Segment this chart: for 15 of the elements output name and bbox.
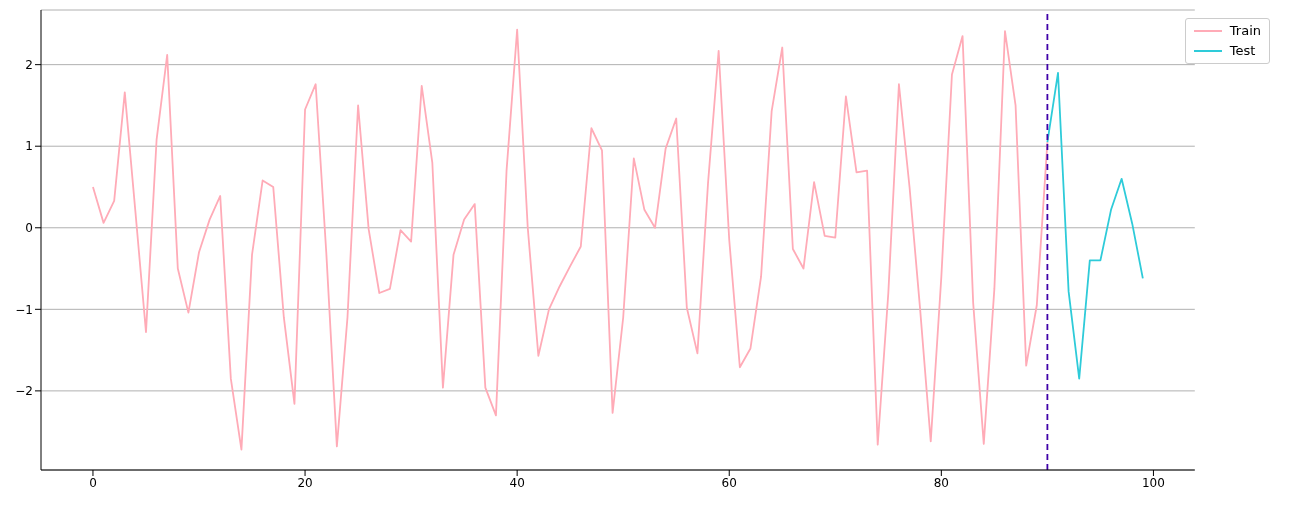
y-tick-label: 0 (25, 221, 33, 236)
x-tick-label: 20 (297, 475, 313, 490)
y-tick-label: 2 (25, 57, 33, 72)
x-tick-label: 80 (933, 475, 949, 490)
legend-label: Test (1229, 42, 1256, 60)
x-tick-label: 0 (89, 475, 97, 490)
x-tick-label: 100 (1141, 475, 1165, 490)
line-series (1046, 71, 1144, 380)
x-tick-label: 60 (721, 475, 737, 490)
y-tick-label: −2 (15, 384, 33, 399)
y-tick-label: −1 (15, 302, 33, 317)
line-series (92, 28, 1049, 451)
legend-label: Train (1229, 22, 1261, 40)
x-tick-label: 40 (509, 475, 525, 490)
y-tick-label: 1 (25, 139, 33, 154)
